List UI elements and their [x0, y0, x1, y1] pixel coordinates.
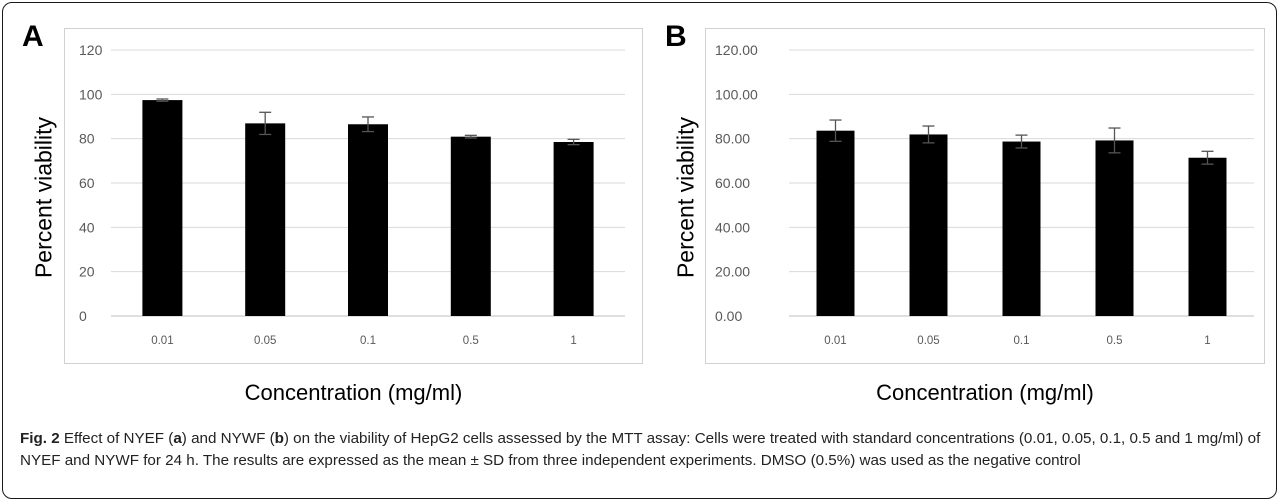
panel-b-x-axis-label: Concentration (mg/ml): [876, 380, 1094, 405]
bar: [1188, 157, 1227, 316]
panel-a-chart: 0 20 40 60 80 100 120 0.01 0.05 0.1 0.5 1: [79, 42, 625, 347]
y-tick-label: 120.00: [715, 42, 758, 58]
panel-b-chart: 0.00 20.00 40.00 60.00 80.00 100.00 120.00 0.01…: [715, 42, 1254, 347]
y-tick-label: 120: [79, 42, 103, 58]
panel-a-letter: A: [22, 20, 44, 53]
panel-a-plot-area: 0 20 40 60 80 100 120 0.01 0.05 0.1 0.5 1: [64, 28, 643, 364]
bar: [553, 141, 594, 316]
y-tick-label: 60.00: [715, 175, 750, 191]
x-tick-label: 0.05: [917, 335, 939, 347]
panel-b-plot-area: 0.00 20.00 40.00 60.00 80.00 100.00 120.00 0.01…: [705, 28, 1265, 364]
x-tick-label: 0.01: [151, 335, 173, 347]
y-tick-label: 0.00: [715, 308, 742, 324]
y-tick-label: 100.00: [715, 86, 758, 102]
caption-panel-a-ref: a: [173, 430, 182, 447]
figure-caption: Fig. 2 Effect of NYEF (a) and NYWF (b) o…: [20, 428, 1265, 471]
bar: [245, 123, 286, 316]
caption-figure-label: Fig. 2: [20, 430, 60, 447]
y-tick-label: 40.00: [715, 219, 750, 235]
panel-a-x-axis-label: Concentration (mg/ml): [244, 380, 463, 405]
y-tick-label: 20.00: [715, 264, 750, 280]
caption-text-2: ) and NYWF (: [181, 430, 275, 447]
bar: [450, 136, 491, 316]
panel-a-y-axis-label: Percent viability: [30, 116, 57, 279]
x-tick-label: 0.1: [1014, 335, 1030, 347]
x-tick-label: 0.5: [463, 335, 479, 347]
x-tick-label: 0.1: [360, 335, 376, 347]
bar: [816, 130, 855, 316]
caption-text-3: ) on the viability of HepG2 cells assess…: [20, 430, 1261, 469]
panel-b-letter: B: [665, 20, 687, 53]
bar: [348, 124, 388, 316]
bar: [1002, 141, 1041, 316]
bar: [1095, 140, 1134, 316]
caption-panel-b-ref: b: [274, 430, 284, 447]
bar: [909, 134, 948, 316]
x-tick-label: 0.5: [1107, 335, 1123, 347]
x-tick-label: 0.05: [254, 335, 276, 347]
panel-b-y-axis-label: Percent viability: [672, 116, 699, 279]
y-tick-label: 80: [79, 131, 95, 147]
x-tick-label: 1: [1204, 335, 1210, 347]
bar: [142, 100, 183, 316]
caption-text-1: Effect of NYEF (: [59, 430, 174, 447]
y-tick-label: 40: [79, 219, 95, 235]
y-tick-label: 60: [79, 175, 95, 191]
x-tick-label: 1: [570, 335, 576, 347]
y-tick-label: 100: [79, 86, 103, 102]
y-tick-label: 20: [79, 264, 95, 280]
x-tick-label: 0.01: [824, 335, 846, 347]
y-tick-label: 0: [79, 308, 87, 324]
y-tick-label: 80.00: [715, 131, 750, 147]
